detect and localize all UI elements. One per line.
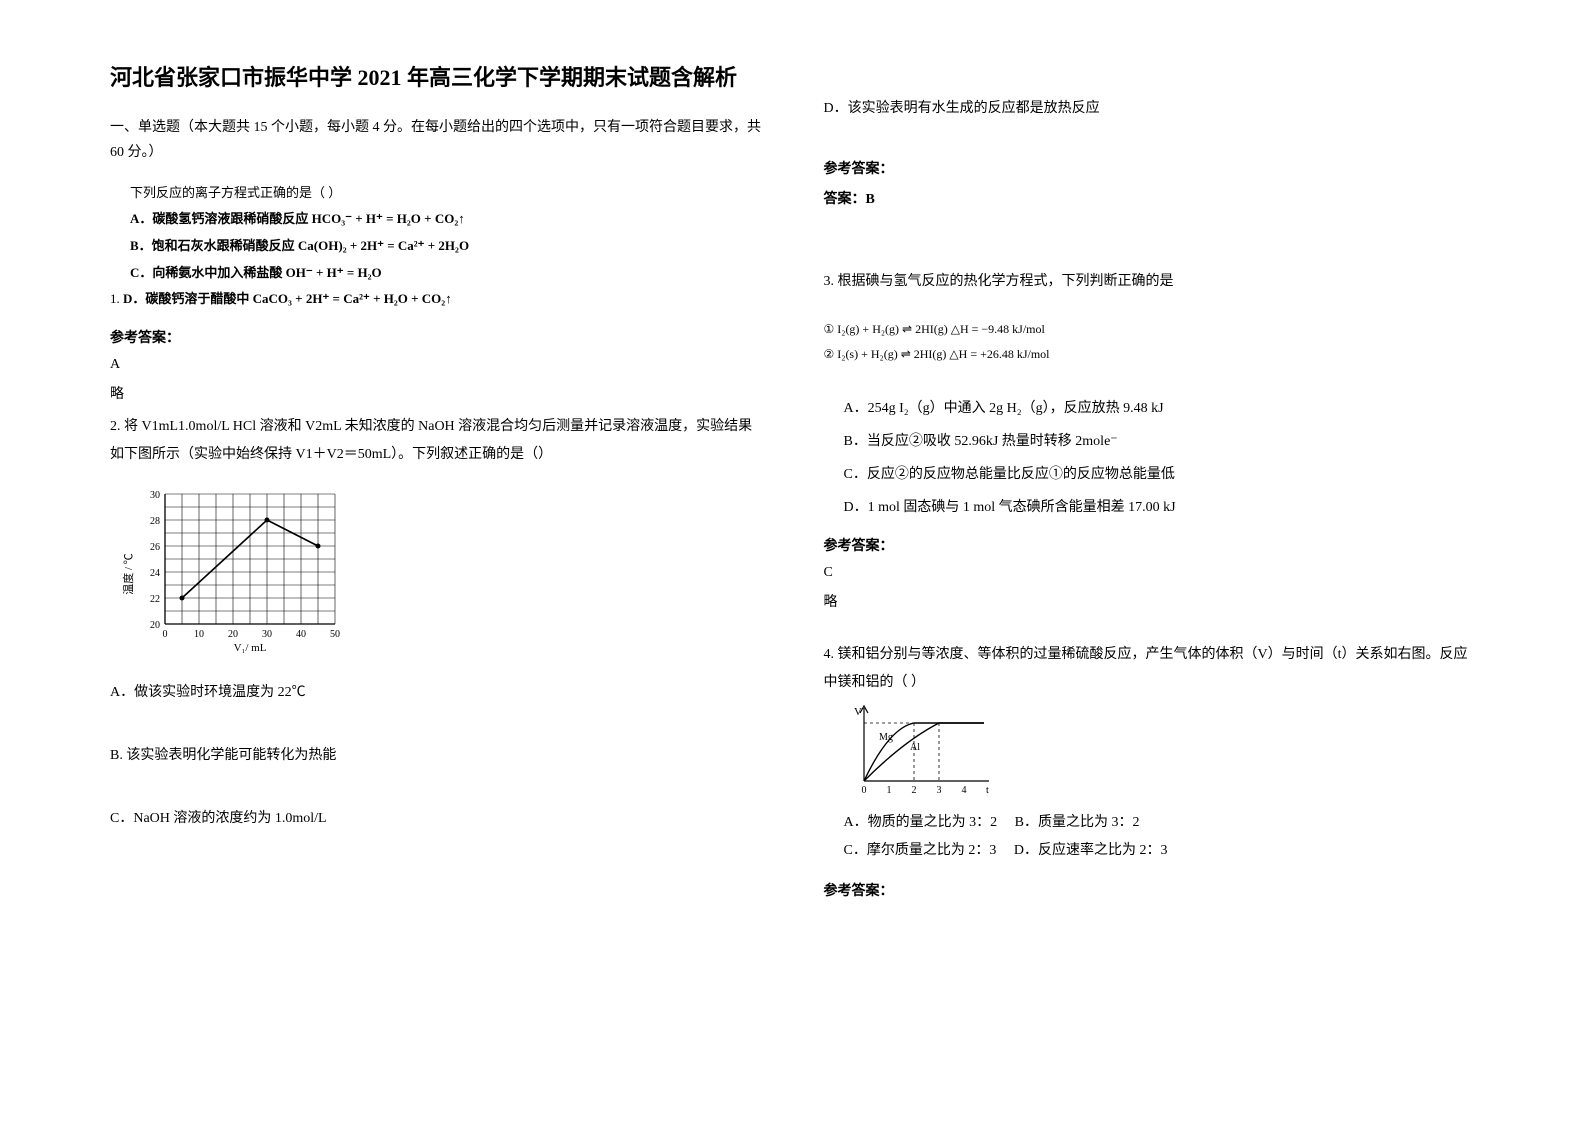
q2-stem: 2. 将 V1mL1.0mol/L HCl 溶液和 V2mL 未知浓度的 NaO… (110, 413, 764, 469)
q1-option-b: B．饱和石灰水跟稀硝酸反应 Ca(OH)₂ + 2H⁺ = Ca²⁺ + 2H₂… (110, 234, 764, 259)
q3-option-b: B．当反应②吸收 52.96kJ 热量时转移 2mole⁻ (844, 429, 1478, 454)
q4-answer-label: 参考答案： (824, 880, 1478, 900)
q4-stem: 4. 镁和铝分别与等浓度、等体积的过量稀硫酸反应，产生气体的体积（V）与时间（t… (824, 641, 1478, 697)
svg-text:Mg: Mg (879, 732, 893, 743)
svg-text:V₁/ mL: V₁/ mL (234, 642, 267, 654)
q4-options-row1: A．物质的量之比为 3：2 B．质量之比为 3：2 (844, 809, 1478, 837)
q1-answer-label: 参考答案： (110, 327, 764, 347)
q1-number: 1. (110, 291, 120, 306)
svg-text:0: 0 (163, 629, 168, 640)
q2-answer: 答案：B (824, 188, 1478, 208)
q3-eq2: ② I₂(s) + H₂(g) ⇌ 2HI(g) △H = +26.48 kJ/… (824, 343, 1478, 366)
question-3: 3. 根据碘与氢气反应的热化学方程式，下列判断正确的是 ① I₂(g) + H₂… (824, 268, 1478, 611)
q1-option-c: C．向稀氨水中加入稀盐酸 OH⁻ + H⁺ = H₂O (110, 261, 764, 286)
q3-option-d: D．1 mol 固态碘与 1 mol 气态碘所含能量相差 17.00 kJ (844, 495, 1478, 520)
svg-text:1: 1 (886, 785, 891, 796)
svg-text:30: 30 (262, 629, 272, 640)
q1-option-d-row: 1. D．碳酸钙溶于醋酸中 CaCO₃ + 2H⁺ = Ca²⁺ + H₂O +… (110, 287, 764, 312)
question-4: 4. 镁和铝分别与等浓度、等体积的过量稀硫酸反应，产生气体的体积（V）与时间（t… (824, 641, 1478, 900)
q4-options-row2: C．摩尔质量之比为 2：3 D．反应速率之比为 2：3 (844, 837, 1478, 865)
right-column: D．该实验表明有水生成的反应都是放热反应 参考答案： 答案：B 3. 根据碘与氢… (794, 60, 1498, 1082)
page-title: 河北省张家口市振华中学 2021 年高三化学下学期期末试题含解析 (110, 60, 764, 95)
q1-answer: A (110, 357, 764, 373)
q3-answer: C (824, 565, 1478, 581)
svg-text:4: 4 (961, 785, 966, 796)
svg-text:40: 40 (296, 629, 306, 640)
svg-text:20: 20 (228, 629, 238, 640)
q2-option-d: D．该实验表明有水生成的反应都是放热反应 (824, 95, 1478, 123)
svg-text:22: 22 (150, 594, 160, 605)
q2-option-a: A．做该实验时环境温度为 22℃ (110, 679, 764, 707)
svg-text:t: t (986, 785, 989, 796)
svg-text:28: 28 (150, 516, 160, 527)
left-column: 河北省张家口市振华中学 2021 年高三化学下学期期末试题含解析 一、单选题（本… (90, 60, 794, 1082)
svg-text:Al: Al (910, 742, 920, 753)
svg-text:24: 24 (150, 568, 160, 579)
svg-text:10: 10 (194, 629, 204, 640)
svg-text:20: 20 (150, 620, 160, 631)
q3-option-c: C．反应②的反应物总能量比反应①的反应物总能量低 (844, 462, 1478, 487)
svg-text:26: 26 (150, 542, 160, 553)
q1-stem: 下列反应的离子方程式正确的是（ ） (110, 181, 764, 206)
q4-option-d: D．反应速率之比为 2：3 (1014, 843, 1168, 858)
q2-chart: 温度 / ℃ (120, 479, 764, 664)
q3-answer-label: 参考答案： (824, 535, 1478, 555)
svg-text:0: 0 (861, 785, 866, 796)
q3-stem: 3. 根据碘与氢气反应的热化学方程式，下列判断正确的是 (824, 268, 1478, 296)
q3-option-a: A．254g I₂（g）中通入 2g H₂（g），反应放热 9.48 kJ (844, 396, 1478, 421)
q2-option-c: C．NaOH 溶液的浓度约为 1.0mol/L (110, 805, 764, 833)
q1-option-d: D．碳酸钙溶于醋酸中 CaCO₃ + 2H⁺ = Ca²⁺ + H₂O + CO… (123, 291, 452, 306)
q4-option-b: B．质量之比为 3：2 (1015, 815, 1140, 830)
q3-brief: 略 (824, 591, 1478, 611)
q2-option-b: B. 该实验表明化学能可能转化为热能 (110, 742, 764, 770)
svg-text:50: 50 (330, 629, 340, 640)
svg-text:V: V (854, 706, 862, 718)
q3-eq1: ① I₂(g) + H₂(g) ⇌ 2HI(g) △H = −9.48 kJ/m… (824, 318, 1478, 341)
q4-chart: 0 1 2 3 4 t V Mg Al (844, 703, 1478, 803)
q4-option-a: A．物质的量之比为 3：2 (844, 815, 998, 830)
q1-brief: 略 (110, 383, 764, 403)
q1-option-a: A．碳酸氢钙溶液跟稀硝酸反应 HCO₃⁻ + H⁺ = H₂O + CO₂↑ (110, 207, 764, 232)
question-1: 下列反应的离子方程式正确的是（ ） A．碳酸氢钙溶液跟稀硝酸反应 HCO₃⁻ +… (110, 181, 764, 403)
q2-answer-label: 参考答案： (824, 158, 1478, 178)
question-2: 2. 将 V1mL1.0mol/L HCl 溶液和 V2mL 未知浓度的 NaO… (110, 413, 764, 833)
q4-option-c: C．摩尔质量之比为 2：3 (844, 843, 997, 858)
svg-text:30: 30 (150, 490, 160, 501)
section-header: 一、单选题（本大题共 15 个小题，每小题 4 分。在每小题给出的四个选项中，只… (110, 115, 764, 165)
svg-text:3: 3 (936, 785, 941, 796)
svg-text:温度 / ℃: 温度 / ℃ (121, 553, 135, 595)
svg-text:2: 2 (911, 785, 916, 796)
